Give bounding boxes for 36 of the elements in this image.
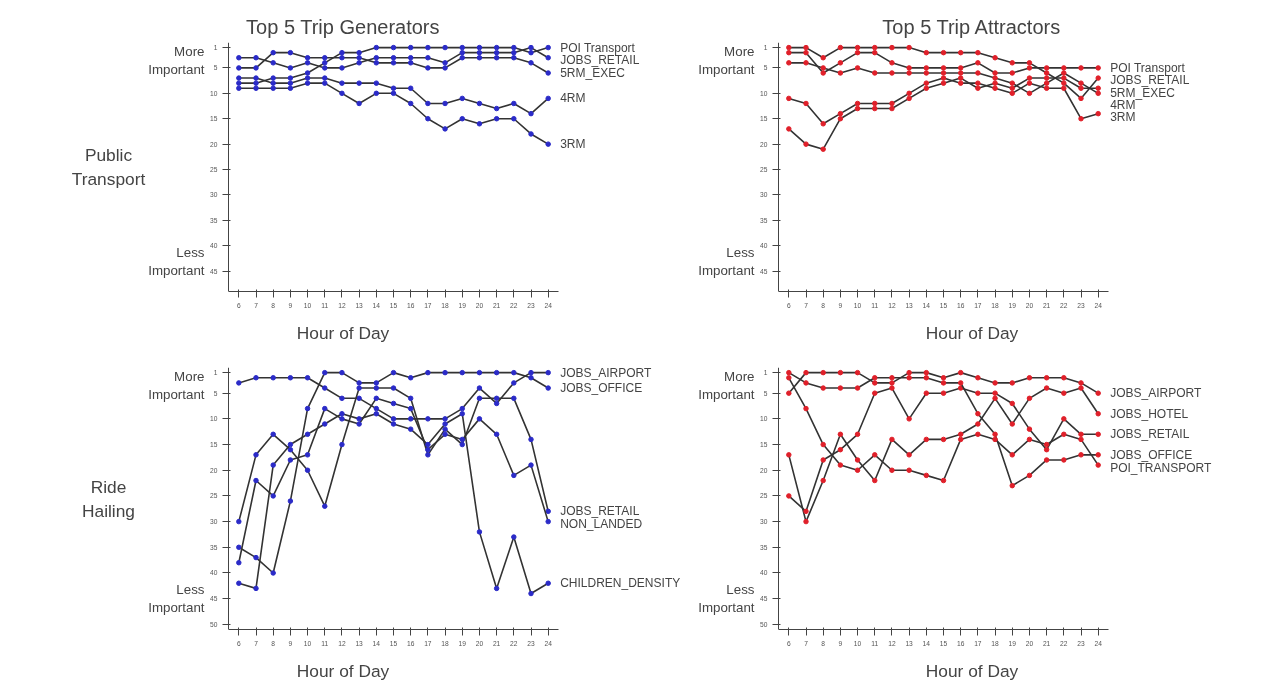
series-label: 5RM_EXEC bbox=[560, 65, 626, 80]
series-label: POI Transport bbox=[560, 40, 636, 55]
series-label: JOBS_HOTEL bbox=[1110, 406, 1189, 421]
series-label: 5RM_EXEC bbox=[1110, 85, 1176, 100]
y-axis-title: Ride Hailing bbox=[82, 476, 135, 521]
series-label: JOBS_RETAIL bbox=[1110, 73, 1190, 88]
text: Less Important bbox=[148, 244, 205, 278]
text: More Important bbox=[148, 43, 205, 77]
series-label: JOBS_RETAIL bbox=[560, 52, 640, 67]
x-axis-title: Hour of Day bbox=[925, 322, 1019, 343]
y-axis-title: Public Transport bbox=[71, 145, 146, 189]
series-label: JOBS_OFFICE bbox=[560, 381, 643, 396]
series-label: CHILDREN_DENSITY bbox=[560, 576, 681, 591]
series-label: JOBS_RETAIL bbox=[560, 504, 640, 519]
series-label: 4RM bbox=[1110, 97, 1136, 112]
series-label: JOBS_OFFICE bbox=[1110, 447, 1193, 462]
series-label: POI Transport bbox=[1110, 60, 1186, 75]
text: More Important bbox=[148, 368, 205, 402]
series-label: 4RM bbox=[560, 91, 586, 106]
text: More Important bbox=[698, 368, 755, 402]
x-axis-title: Hour of Day bbox=[296, 660, 390, 681]
series-label: 3RM bbox=[560, 137, 586, 152]
series-label: POI_TRANSPORT bbox=[1110, 460, 1212, 475]
chart-title: Top 5 Trip Generators bbox=[246, 15, 440, 38]
series-label: JOBS_RETAIL bbox=[1110, 427, 1190, 442]
text: Less Important bbox=[148, 582, 205, 616]
series-label: NON_LANDED bbox=[560, 517, 643, 532]
series-label: 3RM bbox=[1110, 110, 1136, 125]
text: More Important bbox=[698, 43, 755, 77]
text: Less Important bbox=[698, 244, 755, 278]
x-axis-title: Hour of Day bbox=[296, 322, 390, 343]
chart-title: Top 5 Trip Attractors bbox=[882, 15, 1061, 38]
text: Less Important bbox=[698, 582, 755, 616]
x-axis-title: Hour of Day bbox=[925, 660, 1019, 681]
series-label: JOBS_AIRPORT bbox=[560, 365, 652, 380]
series-label: JOBS_AIRPORT bbox=[1110, 386, 1202, 401]
